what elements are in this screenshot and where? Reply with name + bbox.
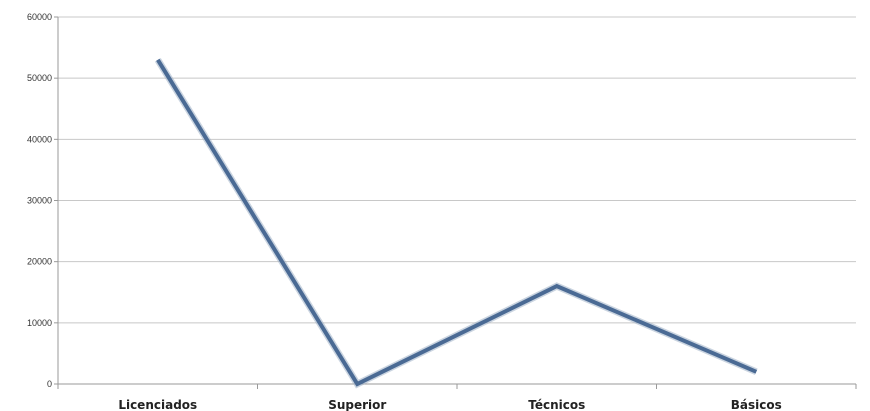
y-tick-label: 50000 bbox=[27, 73, 52, 83]
y-tick-label: 0 bbox=[47, 379, 52, 389]
y-tick-label: 60000 bbox=[27, 12, 52, 22]
x-tick-label: Técnicos bbox=[528, 398, 585, 411]
x-tick-label: Superior bbox=[328, 398, 386, 411]
y-tick-label: 10000 bbox=[27, 318, 52, 328]
x-tick-label: Licenciados bbox=[118, 398, 197, 411]
gridlines bbox=[58, 16, 856, 324]
x-tick-label: Básicos bbox=[731, 398, 782, 411]
y-tick-label: 20000 bbox=[27, 257, 52, 267]
series-line bbox=[156, 58, 758, 387]
y-tick-label: 30000 bbox=[27, 196, 52, 206]
x-axis-ticks: Licenciados Superior Técnicos Básicos bbox=[57, 384, 857, 411]
series-group bbox=[154, 57, 758, 389]
y-tick-label: 40000 bbox=[27, 134, 52, 144]
y-axis-ticks: 0 10000 20000 30000 40000 50000 60000 bbox=[27, 12, 58, 389]
